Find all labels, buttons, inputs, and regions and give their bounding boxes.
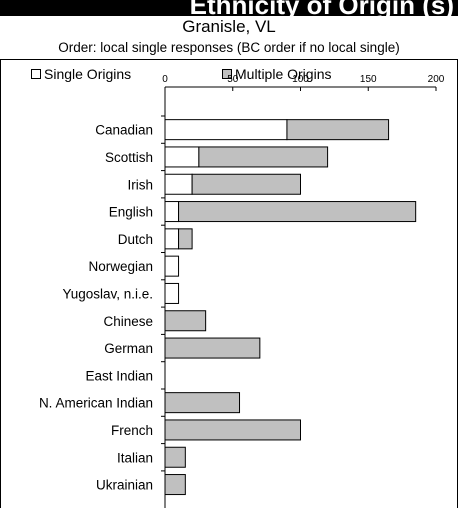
bar-single-origins xyxy=(164,255,180,277)
category-label: French xyxy=(111,423,153,438)
bar-single-origins xyxy=(164,201,180,223)
category-label: Scottish xyxy=(105,150,153,165)
x-tick-label: 150 xyxy=(360,74,377,85)
legend: Single Origins Multiple Origins xyxy=(0,66,458,86)
category-label: Irish xyxy=(127,177,153,192)
bar-multiple-origins xyxy=(286,119,390,141)
category-label: German xyxy=(104,341,153,356)
bar-multiple-origins xyxy=(178,228,193,250)
category-label: Italian xyxy=(117,450,153,465)
title-bar: Ethnicity of Origin (s) xyxy=(0,0,458,16)
legend-swatch-multiple xyxy=(222,69,232,79)
category-label: East Indian xyxy=(85,368,153,383)
legend-item-single: Single Origins xyxy=(31,66,131,82)
legend-swatch-single xyxy=(31,69,41,79)
bar-single-origins xyxy=(164,119,288,141)
bar-multiple-origins xyxy=(164,446,186,468)
legend-label-multiple: Multiple Origins xyxy=(235,66,332,82)
category-label: Chinese xyxy=(103,314,153,329)
category-label: Canadian xyxy=(95,123,153,138)
bar-single-origins xyxy=(164,282,180,304)
bar-single-origins xyxy=(164,228,180,250)
bar-multiple-origins xyxy=(191,173,302,195)
bar-multiple-origins xyxy=(164,474,186,496)
bar-multiple-origins xyxy=(164,392,241,414)
category-label: English xyxy=(109,205,153,220)
order-caption: Order: local single responses (BC order … xyxy=(58,40,400,55)
x-tick-label: 0 xyxy=(162,74,168,85)
chart-subtitle: Granisle, VL xyxy=(182,17,276,36)
x-tick-label: 50 xyxy=(227,74,239,85)
bar-multiple-origins xyxy=(164,419,301,441)
category-label: Ukrainian xyxy=(96,478,153,493)
category-label: Norwegian xyxy=(88,259,153,274)
bar-single-origins xyxy=(164,146,200,168)
category-label: Yugoslav, n.i.e. xyxy=(62,286,153,301)
category-label: N. American Indian xyxy=(39,396,153,411)
chart-title: Ethnicity of Origin (s) xyxy=(189,0,454,16)
category-label: Dutch xyxy=(118,232,153,247)
x-tick-label: 200 xyxy=(428,74,445,85)
frame-left-border xyxy=(0,59,1,508)
bar-multiple-origins xyxy=(178,201,417,223)
bar-multiple-origins xyxy=(198,146,329,168)
bar-multiple-origins xyxy=(164,310,207,332)
legend-item-multiple: Multiple Origins xyxy=(222,66,331,82)
bar-single-origins xyxy=(164,173,193,195)
header-divider xyxy=(0,59,458,60)
bar-multiple-origins xyxy=(164,337,261,359)
legend-label-single: Single Origins xyxy=(44,66,132,82)
x-tick-label: 100 xyxy=(292,74,309,85)
